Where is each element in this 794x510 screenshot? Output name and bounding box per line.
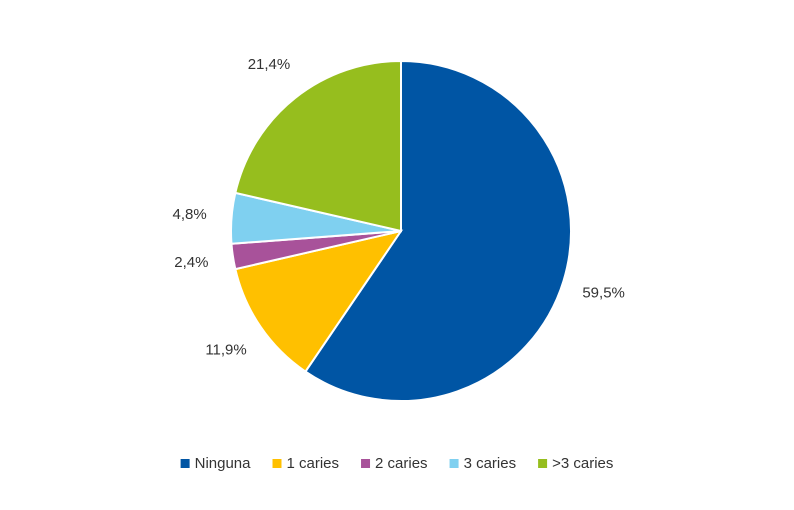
legend-marker [361,459,371,468]
legend-label: Ninguna [195,455,252,472]
data-label: 4,8% [173,206,207,223]
legend-label: 2 caries [375,455,428,472]
data-label: 21,4% [248,56,291,73]
legend-label: 1 caries [287,455,340,472]
legend-label: 3 caries [464,455,517,472]
legend-marker [538,459,548,468]
pie-slice [234,229,404,373]
legend-marker [180,459,190,468]
legend-label: >3 caries [552,455,613,472]
pie-slice [234,59,402,233]
pie-slice [304,59,572,402]
data-label: 11,9% [205,342,246,359]
data-label: 2,4% [174,254,208,271]
legend-marker [449,459,459,468]
legend-marker [272,459,282,468]
data-label: 59,5% [582,284,625,301]
